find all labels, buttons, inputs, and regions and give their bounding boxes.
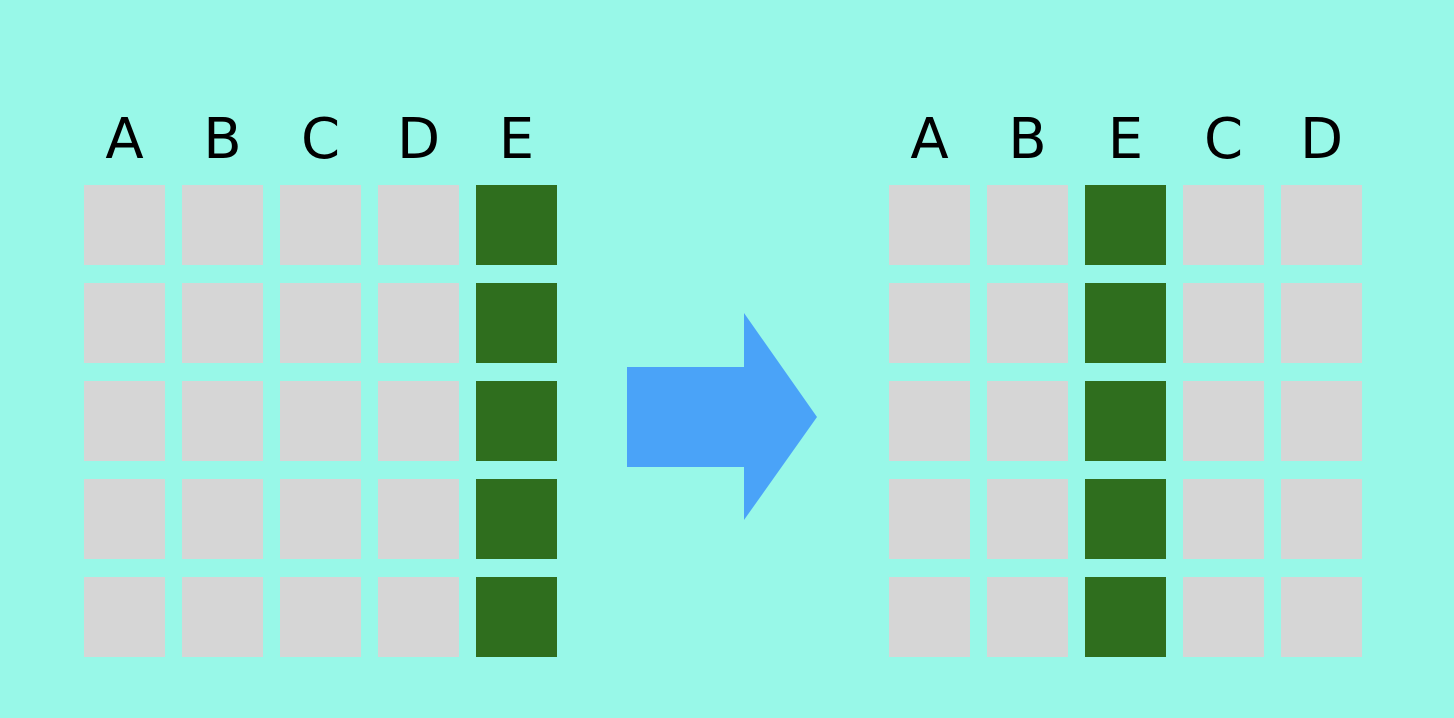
after-cell <box>1183 283 1264 363</box>
before-cell <box>182 479 263 559</box>
before-cell-highlighted <box>476 577 557 657</box>
after-cell <box>1183 381 1264 461</box>
before-column-label: B <box>203 107 242 172</box>
after-column-label: E <box>1107 107 1144 172</box>
before-cell <box>378 283 459 363</box>
after-cell <box>987 185 1068 265</box>
after-cell <box>1281 283 1362 363</box>
before-cell <box>280 577 361 657</box>
before-cell <box>84 283 165 363</box>
before-cell <box>280 381 361 461</box>
after-cell <box>1281 185 1362 265</box>
after-cell <box>987 479 1068 559</box>
after-cell <box>889 381 970 461</box>
before-cell <box>182 185 263 265</box>
before-cell <box>84 381 165 461</box>
before-cell <box>84 479 165 559</box>
before-column-label: A <box>105 107 144 172</box>
before-cell <box>84 577 165 657</box>
before-cell <box>378 185 459 265</box>
after-cell <box>987 381 1068 461</box>
before-cell-highlighted <box>476 283 557 363</box>
after-cell <box>889 479 970 559</box>
after-cell <box>1281 381 1362 461</box>
arrow-shape <box>627 313 817 520</box>
after-column-label: A <box>910 107 949 172</box>
before-cell-highlighted <box>476 381 557 461</box>
before-cell <box>182 381 263 461</box>
before-column-label: E <box>498 107 535 172</box>
after-cell-highlighted <box>1085 381 1166 461</box>
after-cell <box>987 577 1068 657</box>
after-cell <box>1281 479 1362 559</box>
after-cell <box>889 577 970 657</box>
after-cell-highlighted <box>1085 577 1166 657</box>
after-cell <box>1183 577 1264 657</box>
right-arrow-icon <box>627 313 817 520</box>
before-cell-highlighted <box>476 479 557 559</box>
before-cell <box>378 479 459 559</box>
after-cell <box>1183 479 1264 559</box>
after-cell-highlighted <box>1085 479 1166 559</box>
before-column-label: C <box>300 107 341 172</box>
before-cell <box>182 577 263 657</box>
after-cell <box>889 283 970 363</box>
before-column-label: D <box>396 107 441 172</box>
after-cell <box>1183 185 1264 265</box>
after-column-label: B <box>1008 107 1047 172</box>
before-cell-highlighted <box>476 185 557 265</box>
after-cell-highlighted <box>1085 283 1166 363</box>
before-cell <box>280 283 361 363</box>
after-column-label: C <box>1203 107 1244 172</box>
before-cell <box>84 185 165 265</box>
after-column-label: D <box>1299 107 1344 172</box>
before-cell <box>182 283 263 363</box>
after-cell <box>889 185 970 265</box>
after-cell <box>987 283 1068 363</box>
before-cell <box>280 185 361 265</box>
before-cell <box>378 381 459 461</box>
after-cell-highlighted <box>1085 185 1166 265</box>
before-cell <box>280 479 361 559</box>
after-cell <box>1281 577 1362 657</box>
before-cell <box>378 577 459 657</box>
